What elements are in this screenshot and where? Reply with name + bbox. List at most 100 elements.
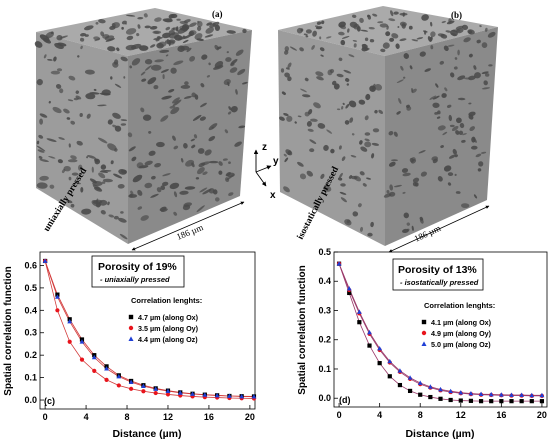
pore-mark bbox=[474, 72, 481, 79]
pore-mark bbox=[358, 203, 362, 208]
pore-mark bbox=[399, 38, 407, 42]
pore-mark bbox=[396, 111, 401, 115]
data-point-triangle bbox=[239, 393, 245, 399]
pore-mark bbox=[183, 143, 188, 149]
pore-mark bbox=[127, 132, 133, 138]
pore-mark bbox=[370, 221, 374, 228]
pore-mark bbox=[313, 102, 321, 109]
pore-mark bbox=[475, 153, 482, 158]
pore-mark bbox=[184, 186, 196, 190]
pore-mark bbox=[89, 178, 97, 184]
data-point-triangle bbox=[128, 336, 134, 341]
pore-mark bbox=[326, 129, 333, 134]
pore-mark bbox=[400, 65, 404, 71]
legend-entry: 5.0 µm (along Oz) bbox=[431, 340, 491, 349]
pore-mark bbox=[170, 67, 177, 74]
cube-a-top bbox=[36, 8, 252, 56]
data-point-triangle bbox=[104, 366, 109, 371]
pore-mark bbox=[442, 131, 448, 136]
pore-mark bbox=[437, 125, 446, 131]
pore-mark bbox=[436, 116, 441, 119]
pore-mark bbox=[371, 153, 375, 159]
pore-mark bbox=[437, 33, 445, 37]
pore-mark bbox=[424, 68, 431, 72]
pore-mark bbox=[441, 20, 446, 24]
chart-d-subtitle: - isostatically pressed bbox=[400, 278, 479, 287]
data-point-triangle bbox=[539, 392, 545, 398]
pore-mark bbox=[169, 105, 176, 109]
data-point-square bbox=[428, 394, 433, 400]
legend-entry: 4.9 µm (along Oy) bbox=[431, 329, 492, 338]
pore-mark bbox=[359, 171, 365, 176]
pore-mark bbox=[368, 26, 375, 30]
pore-mark bbox=[118, 217, 127, 223]
pore-mark bbox=[317, 123, 326, 129]
chart-d-plot-area bbox=[333, 251, 548, 408]
pore-mark bbox=[180, 158, 184, 163]
pore-mark bbox=[183, 95, 192, 99]
chart-c-ticks: 0 4 8 12 16 20 0.0 0.1 0.2 0.3 0.4 0.5 0.6 bbox=[24, 260, 254, 422]
pore-mark bbox=[304, 111, 310, 117]
data-point-triangle bbox=[165, 388, 171, 393]
pore-mark bbox=[226, 51, 229, 54]
pore-mark bbox=[280, 68, 285, 73]
pore-mark bbox=[137, 24, 141, 29]
pore-mark bbox=[284, 46, 290, 52]
pore-mark bbox=[444, 87, 448, 92]
pore-mark bbox=[378, 109, 384, 115]
pore-mark bbox=[120, 123, 127, 126]
chart-c-data-points bbox=[42, 258, 257, 401]
pore-mark bbox=[437, 175, 443, 182]
data-point-circle bbox=[104, 377, 109, 382]
pore-mark bbox=[86, 113, 91, 119]
pore-mark bbox=[393, 184, 402, 188]
data-point-square bbox=[357, 320, 362, 325]
pore-mark bbox=[364, 138, 370, 142]
pore-mark bbox=[125, 22, 127, 25]
pore-mark bbox=[411, 39, 419, 42]
pore-mark bbox=[196, 26, 202, 31]
chart-c-legend-title: Correlation lenghts: bbox=[131, 296, 202, 305]
pore-mark bbox=[358, 99, 366, 105]
data-point-triangle bbox=[346, 286, 352, 291]
pore-mark bbox=[360, 29, 369, 32]
pore-mark bbox=[38, 134, 44, 139]
pore-mark bbox=[208, 62, 211, 66]
pore-mark bbox=[440, 145, 444, 149]
pore-mark bbox=[299, 173, 307, 180]
pore-mark bbox=[427, 36, 432, 42]
pore-mark bbox=[241, 81, 248, 85]
pore-mark bbox=[201, 54, 208, 60]
pore-mark bbox=[202, 188, 212, 195]
pore-mark bbox=[36, 145, 46, 152]
data-point-circle bbox=[165, 392, 171, 397]
pore-mark bbox=[116, 47, 120, 52]
data-point-triangle bbox=[116, 373, 122, 379]
data-point-triangle bbox=[509, 392, 514, 397]
pore-mark bbox=[338, 31, 345, 36]
pore-mark bbox=[398, 98, 402, 104]
pore-mark bbox=[329, 68, 335, 74]
chart-c-legend: 4.7 µm (along Ox) 3.5 µm (along Oy) 4.4 µm… bbox=[128, 313, 199, 344]
pore-mark bbox=[371, 142, 380, 146]
chart-d-title: Porosity of 13% bbox=[398, 264, 477, 276]
pore-mark bbox=[461, 24, 469, 31]
pore-mark bbox=[389, 184, 394, 191]
pore-mark bbox=[388, 130, 394, 136]
pore-mark bbox=[75, 90, 80, 94]
pore-mark bbox=[352, 14, 357, 18]
pore-mark bbox=[393, 131, 398, 137]
pore-mark bbox=[343, 69, 352, 74]
pore-mark bbox=[173, 60, 184, 66]
pore-mark bbox=[228, 192, 234, 197]
pore-mark bbox=[140, 71, 146, 76]
pore-mark bbox=[137, 189, 143, 196]
pore-mark bbox=[340, 197, 347, 203]
pore-mark bbox=[36, 182, 48, 189]
pore-mark bbox=[79, 113, 83, 117]
pore-mark bbox=[284, 157, 289, 163]
pore-mark bbox=[67, 99, 74, 102]
triad-x-label: x bbox=[270, 190, 276, 201]
pore-mark bbox=[58, 137, 65, 140]
pore-mark bbox=[340, 39, 346, 46]
